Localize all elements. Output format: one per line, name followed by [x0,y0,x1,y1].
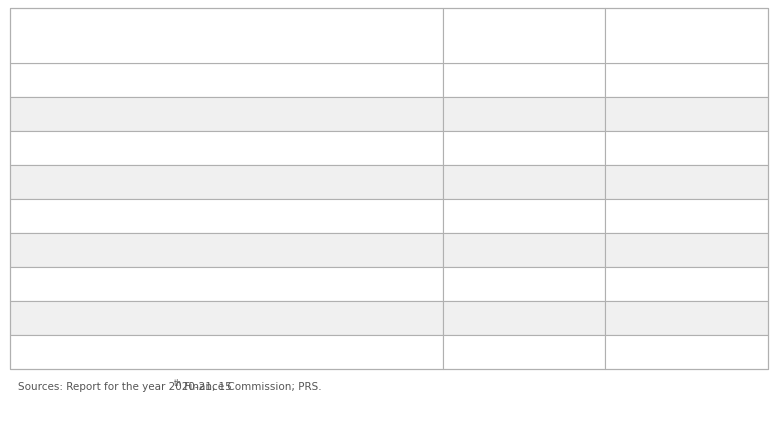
Text: 2015-20: 2015-20 [451,39,505,52]
Text: Income Distance: Income Distance [18,73,117,86]
Text: Total: Total [18,345,51,359]
Text: 50.0: 50.0 [451,73,477,86]
Text: 45.0: 45.0 [613,73,639,86]
Text: th: th [174,379,182,388]
Text: Sources: Report for the year 2020-21, 15: Sources: Report for the year 2020-21, 15 [18,382,232,392]
Text: Forest Cover: Forest Cover [18,210,93,222]
Text: 15.0: 15.0 [451,175,477,189]
Text: 12.5: 12.5 [613,278,639,291]
Text: -: - [451,278,455,291]
Text: 15: 15 [613,19,629,32]
Text: Tax Effort: Tax Effort [18,312,74,324]
Text: 2020-21: 2020-21 [613,39,667,52]
Text: Population (2011): Population (2011) [18,142,123,154]
Text: 15.0: 15.0 [613,175,639,189]
Text: th: th [463,16,472,25]
Text: Area: Area [18,175,45,189]
Text: 14: 14 [451,19,468,32]
Text: Population (1971): Population (1971) [18,108,123,121]
Text: FC: FC [472,19,493,32]
Text: 10.0: 10.0 [613,243,639,256]
Text: -: - [451,243,455,256]
Text: Demographic Performance: Demographic Performance [18,278,176,291]
Text: 10.0: 10.0 [451,142,477,154]
Text: 17.5: 17.5 [451,108,477,121]
Text: 2.5: 2.5 [613,312,632,324]
Text: Finance Commission; PRS.: Finance Commission; PRS. [180,382,321,392]
Text: th: th [625,16,634,25]
Text: FC: FC [634,19,655,32]
Text: -: - [613,108,618,121]
Text: 100: 100 [613,345,637,359]
Text: 7.5: 7.5 [451,210,470,222]
Text: Forest and Ecology: Forest and Ecology [18,243,130,256]
Text: -: - [613,210,618,222]
Text: Criteria: Criteria [18,29,68,42]
Text: 15.0: 15.0 [613,142,639,154]
Text: 100: 100 [451,345,475,359]
Text: -: - [451,312,455,324]
